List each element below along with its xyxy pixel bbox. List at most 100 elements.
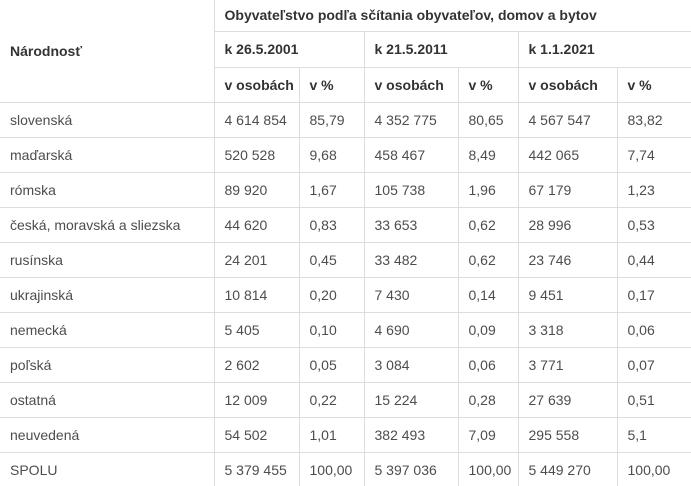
value-cell: 0,06 — [457, 346, 519, 383]
value-cell: 0,83 — [298, 206, 365, 243]
value-cell: 5 449 270 — [517, 451, 618, 486]
value-cell: 0,51 — [616, 381, 691, 418]
nationality-cell: rómska — [0, 171, 215, 208]
value-cell: 0,62 — [457, 241, 519, 278]
value-cell: 33 482 — [363, 241, 459, 278]
value-cell: 5,1 — [616, 416, 691, 453]
value-cell: 12 009 — [213, 381, 300, 418]
value-cell: 67 179 — [517, 171, 618, 208]
census-date-2011: k 21.5.2011 — [363, 30, 519, 68]
value-cell: 83,82 — [616, 101, 691, 138]
nationality-cell: rusínska — [0, 241, 215, 278]
value-cell: 0,17 — [616, 276, 691, 313]
value-cell: 7,09 — [457, 416, 519, 453]
value-cell: 24 201 — [213, 241, 300, 278]
nationality-cell: ukrajinská — [0, 276, 215, 313]
persons-header-2001: v osobách — [214, 66, 300, 103]
table-row: nemecká 5 405 0,10 4 690 0,09 3 318 0,06 — [0, 311, 691, 348]
value-cell: 2 602 — [213, 346, 300, 383]
table-row: ostatná 12 009 0,22 15 224 0,28 27 639 0… — [0, 381, 691, 418]
value-cell: 33 653 — [363, 206, 459, 243]
value-cell: 0,05 — [298, 346, 365, 383]
value-cell: 0,10 — [298, 311, 365, 348]
value-cell: 100,00 — [457, 451, 519, 486]
value-cell: 44 620 — [213, 206, 300, 243]
value-cell: 1,96 — [457, 171, 519, 208]
value-cell: 0,22 — [298, 381, 365, 418]
table-row: rómska 89 920 1,67 105 738 1,96 67 179 1… — [0, 171, 691, 208]
nationality-cell: slovenská — [0, 101, 215, 138]
value-cell: 5 397 036 — [363, 451, 459, 486]
header-row-title: Národnosť Obyvateľstvo podľa sčítania ob… — [0, 0, 691, 103]
value-cell: 458 467 — [363, 136, 459, 173]
value-cell: 28 996 — [517, 206, 618, 243]
value-cell: 80,65 — [457, 101, 519, 138]
nationality-cell: nemecká — [0, 311, 215, 348]
value-cell: 4 352 775 — [363, 101, 459, 138]
value-cell: 27 639 — [517, 381, 618, 418]
percent-header-2001: v % — [298, 66, 365, 103]
table-row: ukrajinská 10 814 0,20 7 430 0,14 9 451 … — [0, 276, 691, 313]
percent-header-2021: v % — [616, 66, 691, 103]
table-body: slovenská 4 614 854 85,79 4 352 775 80,6… — [0, 101, 691, 486]
value-cell: 7 430 — [363, 276, 459, 313]
value-cell: 8,49 — [457, 136, 519, 173]
value-cell: 9 451 — [517, 276, 618, 313]
value-cell: 4 567 547 — [517, 101, 618, 138]
table-row: rusínska 24 201 0,45 33 482 0,62 23 746 … — [0, 241, 691, 278]
table-row: neuvedená 54 502 1,01 382 493 7,09 295 5… — [0, 416, 691, 453]
value-cell: 520 528 — [213, 136, 300, 173]
table-row: maďarská 520 528 9,68 458 467 8,49 442 0… — [0, 136, 691, 173]
value-cell: 0,44 — [616, 241, 691, 278]
table-row: poľská 2 602 0,05 3 084 0,06 3 771 0,07 — [0, 346, 691, 383]
table-row-total: SPOLU 5 379 455 100,00 5 397 036 100,00 … — [0, 451, 691, 486]
table-row: česká, moravská a sliezska 44 620 0,83 3… — [0, 206, 691, 243]
nationality-column-header: Národnosť — [0, 0, 215, 103]
value-cell: 100,00 — [616, 451, 691, 486]
census-date-2021: k 1.1.2021 — [517, 30, 691, 68]
value-cell: 85,79 — [298, 101, 365, 138]
value-cell: 3 084 — [363, 346, 459, 383]
nationality-cell: neuvedená — [0, 416, 215, 453]
value-cell: 23 746 — [517, 241, 618, 278]
persons-header-2021: v osobách — [517, 66, 618, 103]
value-cell: 3 771 — [517, 346, 618, 383]
table-row: slovenská 4 614 854 85,79 4 352 775 80,6… — [0, 101, 691, 138]
nationality-cell: maďarská — [0, 136, 215, 173]
header-row-units: v osobách v % v osobách v % v osobách v … — [0, 66, 691, 103]
value-cell: 89 920 — [213, 171, 300, 208]
value-cell: 0,07 — [616, 346, 691, 383]
census-group-header: Obyvateľstvo podľa sčítania obyvateľov, … — [213, 0, 691, 32]
value-cell: 0,20 — [298, 276, 365, 313]
nationality-cell: česká, moravská a sliezska — [0, 206, 215, 243]
percent-header-2011: v % — [457, 66, 519, 103]
value-cell: 382 493 — [363, 416, 459, 453]
value-cell: 1,23 — [616, 171, 691, 208]
value-cell: 4 614 854 — [213, 101, 300, 138]
value-cell: 10 814 — [213, 276, 300, 313]
value-cell: 7,74 — [616, 136, 691, 173]
value-cell: 3 318 — [517, 311, 618, 348]
persons-header-2011: v osobách — [363, 66, 459, 103]
value-cell: 1,01 — [298, 416, 365, 453]
value-cell: 0,28 — [457, 381, 519, 418]
value-cell: 15 224 — [363, 381, 459, 418]
value-cell: 5 379 455 — [213, 451, 300, 486]
nationality-cell: poľská — [0, 346, 215, 383]
value-cell: 295 558 — [517, 416, 618, 453]
value-cell: 0,62 — [457, 206, 519, 243]
nationality-cell: ostatná — [0, 381, 215, 418]
value-cell: 0,45 — [298, 241, 365, 278]
table-header: Národnosť Obyvateľstvo podľa sčítania ob… — [0, 0, 691, 103]
value-cell: 105 738 — [363, 171, 459, 208]
value-cell: 0,53 — [616, 206, 691, 243]
value-cell: 54 502 — [213, 416, 300, 453]
nationality-cell: SPOLU — [0, 451, 215, 486]
value-cell: 0,09 — [457, 311, 519, 348]
value-cell: 9,68 — [298, 136, 365, 173]
value-cell: 4 690 — [363, 311, 459, 348]
value-cell: 100,00 — [298, 451, 365, 486]
value-cell: 0,14 — [457, 276, 519, 313]
value-cell: 442 065 — [517, 136, 618, 173]
